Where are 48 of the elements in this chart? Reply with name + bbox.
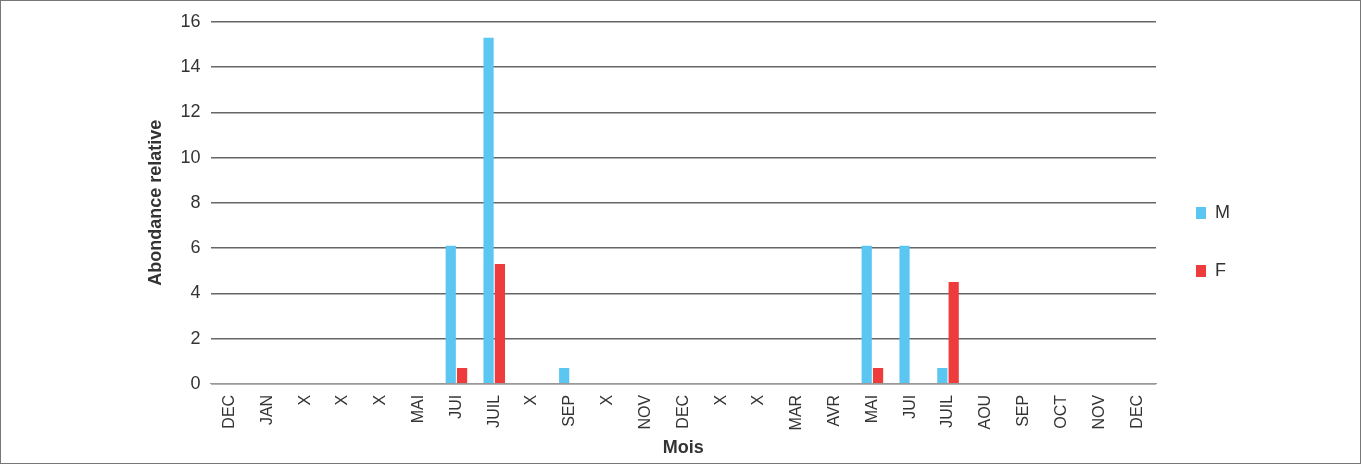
x-tick-label: AOU [976,394,994,430]
x-tick-label: JUIL [484,394,502,428]
x-tick-label: MAR [787,394,805,431]
y-tick-label: 10 [180,146,201,167]
legend-label: F [1215,259,1227,280]
x-tick-label: X [371,394,389,406]
x-tick-label: SEP [1014,394,1032,427]
bar [861,245,872,384]
bar [899,245,910,384]
y-tick-label: 12 [180,101,201,122]
bar [494,263,506,384]
y-tick-label: 14 [180,56,201,77]
y-tick-label: 0 [190,372,201,393]
bar [483,37,494,384]
x-tick-label: MAI [862,394,880,424]
x-tick-label: JAN [257,394,275,426]
y-tick-label: 6 [190,237,201,258]
x-tick-label: SEP [560,394,578,427]
x-tick-label: X [749,394,767,406]
x-tick-label: DEC [673,394,691,429]
bar [948,282,959,384]
y-tick-label: 4 [190,282,201,303]
bar [456,368,468,384]
bar [872,368,884,384]
x-tick-label: X [711,394,729,406]
y-axis-title: Abondance relative [144,119,165,286]
x-tick-label: X [295,394,313,406]
x-tick-label: JUI [446,394,464,419]
y-tick-label: 8 [190,191,201,212]
x-tick-label: AVR [824,394,842,427]
x-tick-label: NOV [635,394,653,430]
x-tick-label: DEC [1127,394,1145,429]
bar [445,245,456,384]
x-tick-label: NOV [1089,394,1107,430]
legend-label: M [1215,201,1231,222]
bar [559,368,570,384]
x-tick-label: X [333,394,351,406]
x-tick-label: OCT [1051,394,1069,429]
x-tick-label: JUIL [938,394,956,428]
x-tick-label: JUI [900,394,918,419]
x-axis-title: Mois [662,437,704,458]
y-tick-label: 16 [180,10,201,31]
bar [937,368,948,384]
x-tick-label: DEC [219,394,237,429]
y-tick-label: 2 [190,327,201,348]
x-tick-label: X [598,394,616,406]
x-tick-label: X [522,394,540,406]
x-tick-label: MAI [409,394,427,424]
